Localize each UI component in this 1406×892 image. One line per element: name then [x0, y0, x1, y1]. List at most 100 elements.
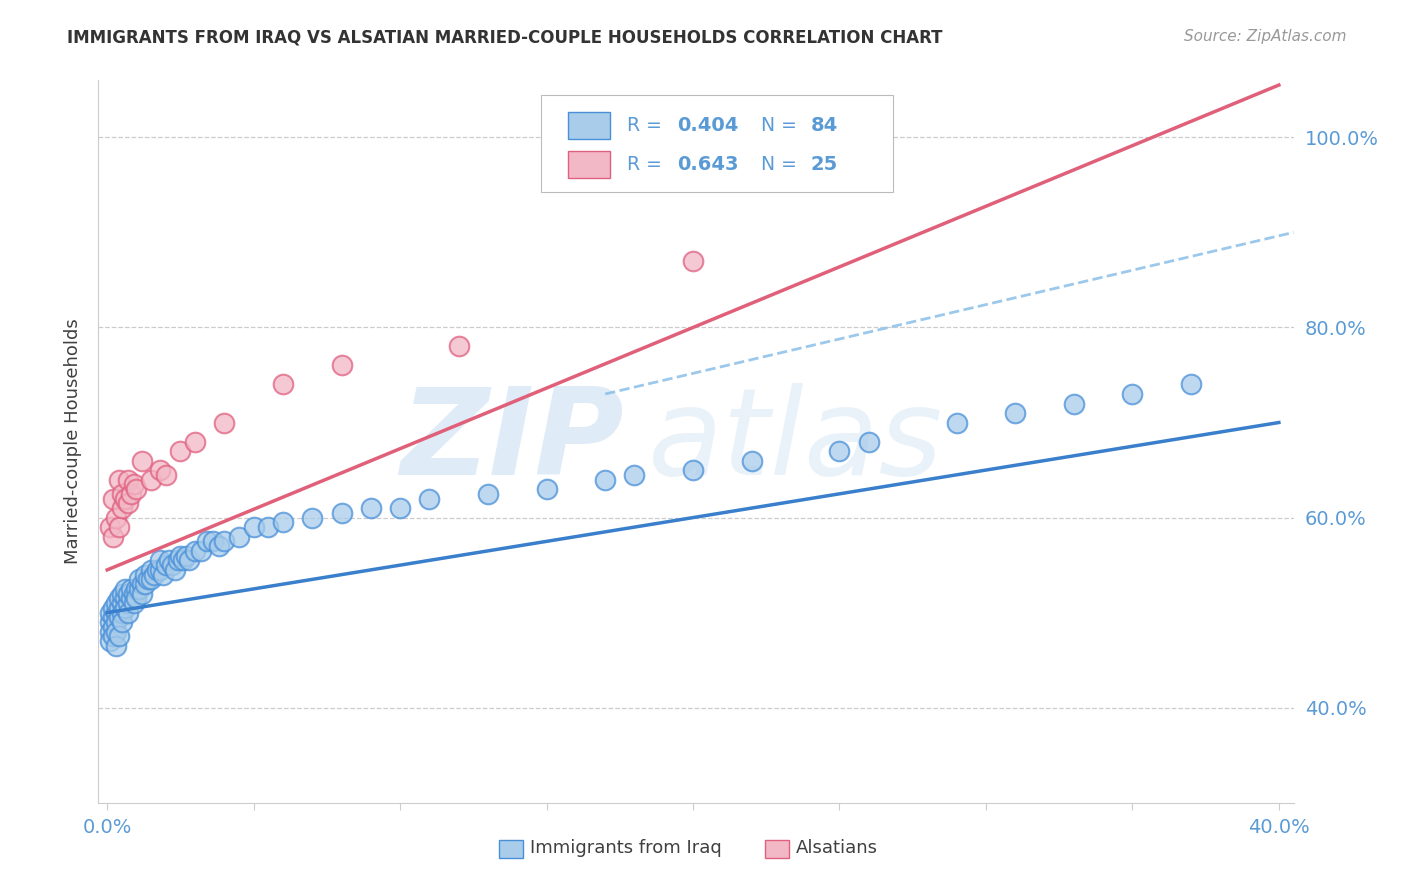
- Text: N =: N =: [761, 155, 803, 174]
- Point: [105, 596, 127, 610]
- Point: [117, 473, 139, 487]
- Point: [201, 534, 224, 549]
- Point: [120, 582, 142, 596]
- Point: [105, 606, 127, 620]
- Point: [271, 516, 294, 530]
- Point: [98, 634, 121, 648]
- Point: [682, 463, 704, 477]
- Point: [111, 606, 134, 620]
- Point: [111, 596, 134, 610]
- Point: [155, 467, 177, 482]
- Text: N =: N =: [761, 116, 803, 135]
- Point: [242, 520, 264, 534]
- Point: [536, 482, 558, 496]
- Point: [136, 573, 159, 587]
- FancyBboxPatch shape: [541, 95, 893, 193]
- Point: [101, 601, 124, 615]
- Text: Immigrants from Iraq: Immigrants from Iraq: [530, 839, 721, 857]
- Point: [152, 567, 174, 582]
- Point: [1004, 406, 1026, 420]
- Point: [169, 549, 191, 563]
- Point: [141, 573, 163, 587]
- Point: [98, 606, 121, 620]
- Text: R =: R =: [627, 155, 668, 174]
- Point: [98, 615, 121, 630]
- Point: [149, 563, 172, 577]
- Point: [214, 534, 236, 549]
- Point: [179, 553, 201, 567]
- Point: [741, 453, 763, 467]
- Point: [143, 567, 166, 582]
- Point: [122, 477, 145, 491]
- Point: [125, 482, 148, 496]
- Text: IMMIGRANTS FROM IRAQ VS ALSATIAN MARRIED-COUPLE HOUSEHOLDS CORRELATION CHART: IMMIGRANTS FROM IRAQ VS ALSATIAN MARRIED…: [67, 29, 943, 46]
- Point: [141, 563, 163, 577]
- Point: [108, 473, 131, 487]
- Point: [117, 496, 139, 510]
- Bar: [765, 839, 789, 858]
- Point: [858, 434, 880, 449]
- Point: [128, 573, 150, 587]
- Text: Alsatians: Alsatians: [796, 839, 879, 857]
- Point: [271, 377, 294, 392]
- Point: [174, 549, 197, 563]
- Point: [122, 587, 145, 601]
- Point: [360, 501, 382, 516]
- Point: [184, 544, 207, 558]
- Point: [108, 610, 131, 624]
- Point: [190, 544, 212, 558]
- Point: [418, 491, 440, 506]
- Point: [1063, 396, 1085, 410]
- Point: [141, 473, 163, 487]
- Text: 84: 84: [811, 116, 838, 135]
- Point: [117, 606, 139, 620]
- Point: [120, 591, 142, 606]
- Point: [682, 253, 704, 268]
- Point: [111, 501, 134, 516]
- Point: [477, 487, 499, 501]
- Text: 0.404: 0.404: [676, 116, 738, 135]
- Point: [330, 506, 353, 520]
- Point: [623, 467, 645, 482]
- Point: [207, 539, 229, 553]
- Point: [128, 582, 150, 596]
- Point: [945, 416, 967, 430]
- Point: [155, 558, 177, 573]
- Point: [114, 591, 136, 606]
- Point: [166, 553, 188, 567]
- Point: [125, 591, 148, 606]
- Point: [122, 596, 145, 610]
- Point: [108, 591, 131, 606]
- Text: R =: R =: [627, 116, 668, 135]
- Point: [105, 624, 127, 639]
- Text: ZIP: ZIP: [401, 383, 624, 500]
- Point: [114, 491, 136, 506]
- Point: [114, 582, 136, 596]
- Point: [195, 534, 218, 549]
- Point: [228, 530, 250, 544]
- Point: [257, 520, 280, 534]
- Point: [134, 577, 156, 591]
- Point: [146, 563, 169, 577]
- Point: [157, 553, 180, 567]
- Point: [169, 444, 191, 458]
- Point: [105, 615, 127, 630]
- Point: [101, 620, 124, 634]
- Point: [98, 624, 121, 639]
- Text: 0.643: 0.643: [676, 155, 738, 174]
- Y-axis label: Married-couple Households: Married-couple Households: [63, 318, 82, 565]
- Point: [593, 473, 616, 487]
- Point: [184, 434, 207, 449]
- Bar: [568, 151, 610, 178]
- Point: [149, 463, 172, 477]
- Point: [131, 453, 153, 467]
- Point: [98, 520, 121, 534]
- Point: [108, 601, 131, 615]
- Bar: [499, 839, 523, 858]
- Point: [117, 587, 139, 601]
- Point: [111, 615, 134, 630]
- Point: [1180, 377, 1202, 392]
- Point: [108, 520, 131, 534]
- Point: [101, 610, 124, 624]
- Point: [101, 530, 124, 544]
